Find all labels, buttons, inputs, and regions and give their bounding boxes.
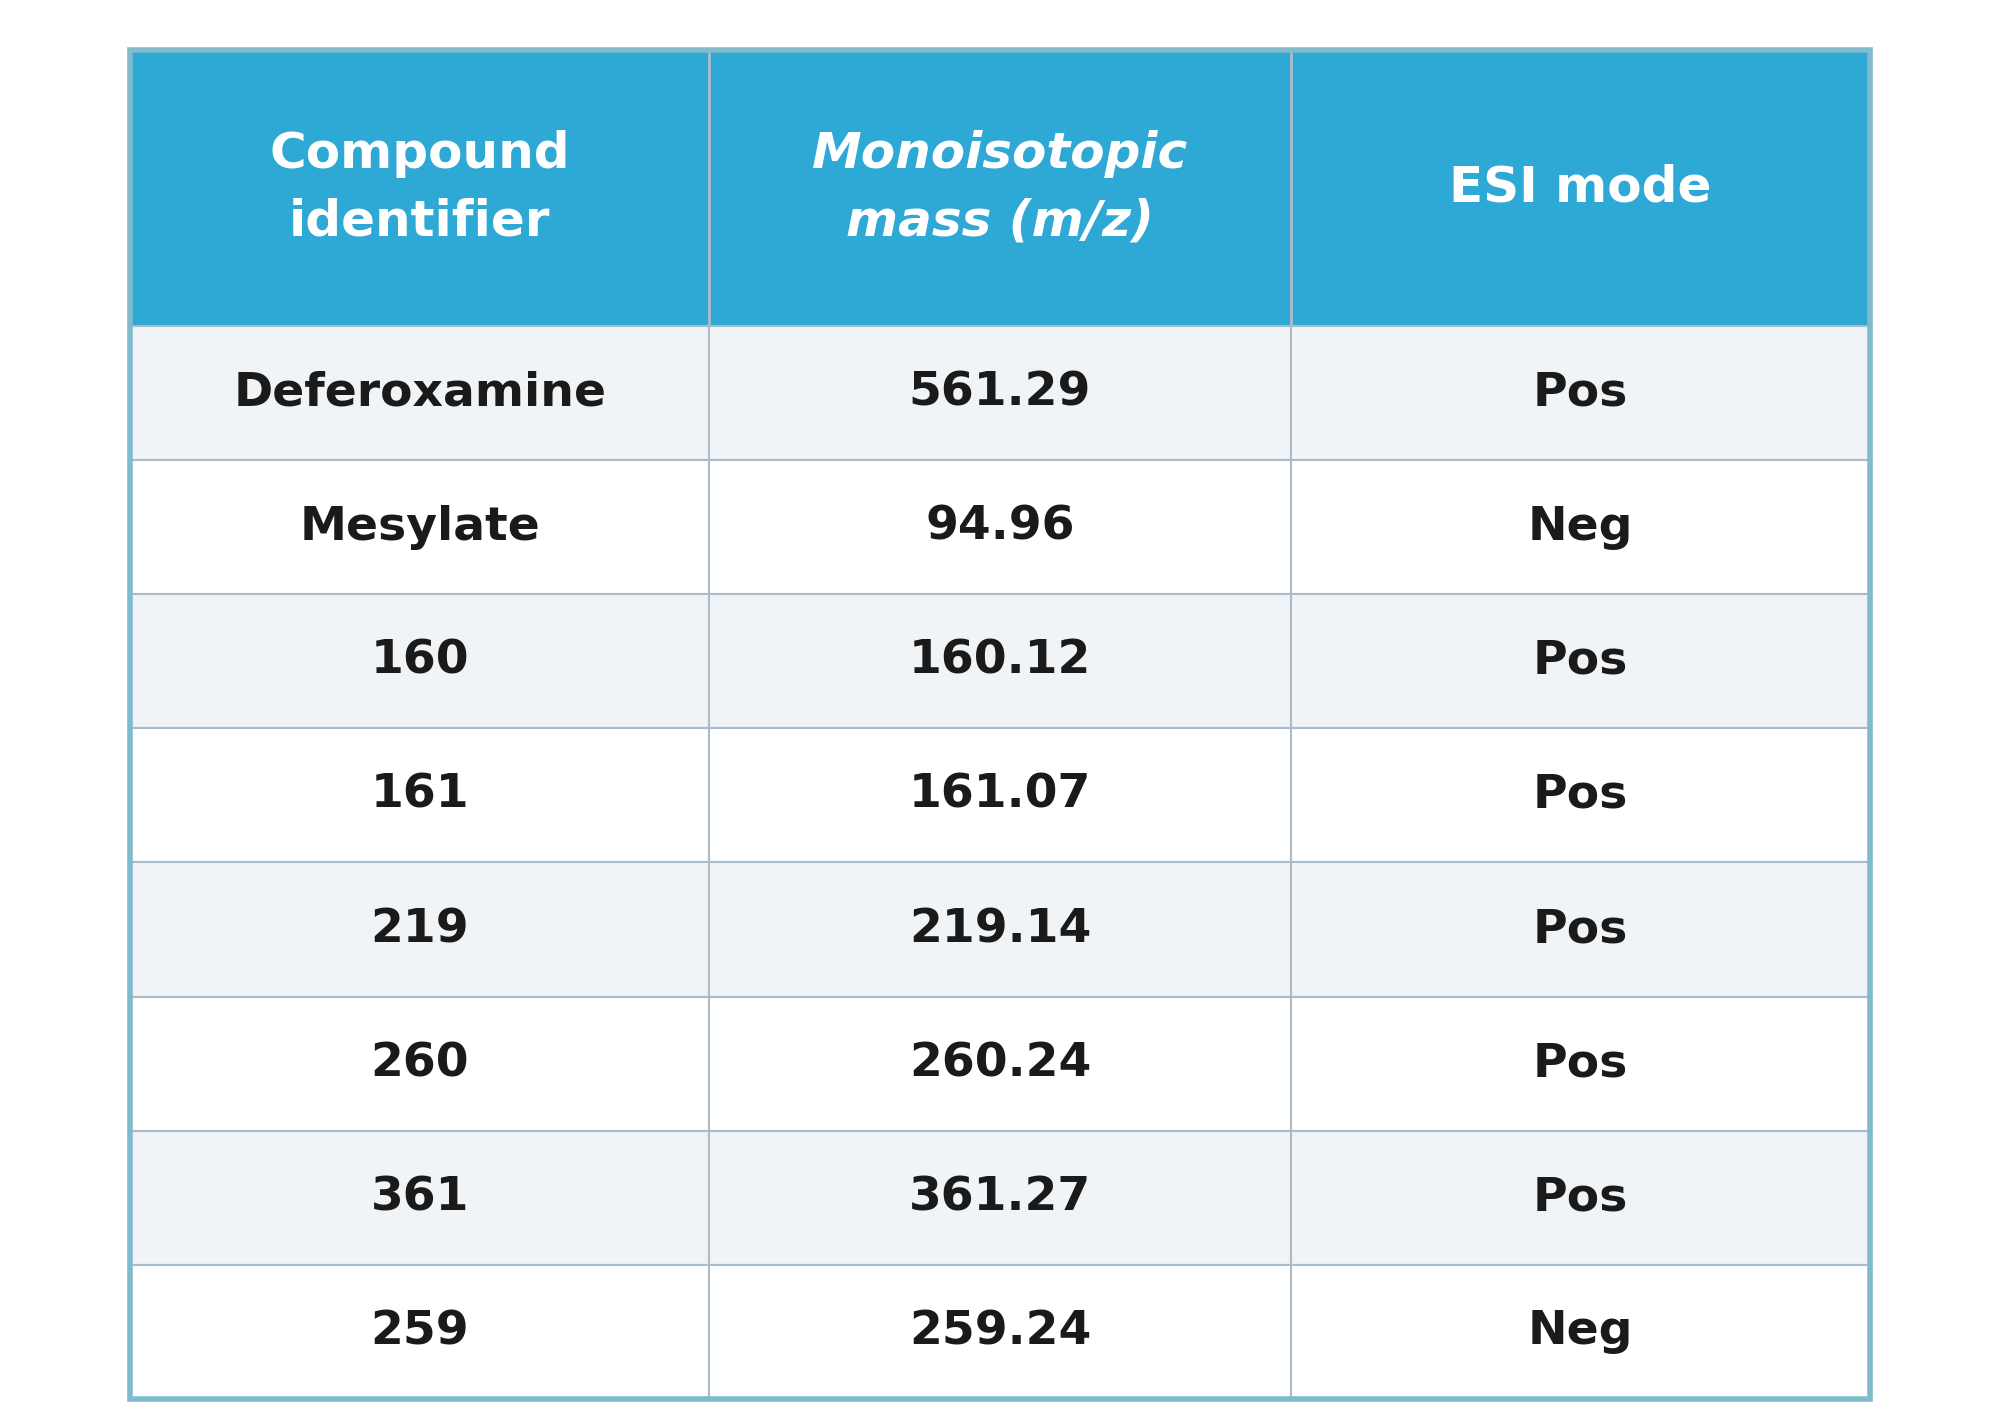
Bar: [130, 1130, 710, 1265]
Text: 259: 259: [370, 1309, 470, 1355]
Text: Pos: Pos: [1532, 1041, 1628, 1086]
Text: Mesylate: Mesylate: [300, 506, 540, 550]
Text: 219.14: 219.14: [908, 907, 1092, 951]
Bar: [130, 728, 710, 862]
Text: 161: 161: [370, 772, 470, 818]
Text: Pos: Pos: [1532, 371, 1628, 416]
Bar: [130, 460, 710, 595]
Bar: [130, 997, 710, 1130]
Bar: [130, 595, 710, 728]
Text: 219: 219: [370, 907, 470, 951]
Text: Neg: Neg: [1528, 506, 1634, 550]
Text: ESI mode: ESI mode: [1450, 163, 1712, 212]
Text: Pos: Pos: [1532, 907, 1628, 951]
Text: 259.24: 259.24: [908, 1309, 1092, 1355]
Bar: [1290, 728, 1870, 862]
Bar: [1290, 997, 1870, 1130]
Text: 260: 260: [370, 1041, 470, 1086]
Bar: [1290, 1130, 1870, 1265]
Text: Deferoxamine: Deferoxamine: [234, 371, 606, 416]
Bar: [710, 728, 1290, 862]
Text: Neg: Neg: [1528, 1309, 1634, 1355]
Bar: [710, 862, 1290, 997]
Bar: [1290, 50, 1870, 327]
Text: 160.12: 160.12: [908, 639, 1092, 684]
Text: Pos: Pos: [1532, 1176, 1628, 1220]
Text: 94.96: 94.96: [926, 506, 1074, 550]
Bar: [1290, 327, 1870, 460]
Bar: [1290, 862, 1870, 997]
Bar: [130, 327, 710, 460]
Bar: [130, 50, 710, 327]
Text: Compound
identifier: Compound identifier: [270, 131, 570, 246]
Bar: [1290, 460, 1870, 595]
Bar: [710, 1130, 1290, 1265]
Bar: [710, 327, 1290, 460]
Text: 361: 361: [370, 1176, 468, 1220]
Bar: [710, 595, 1290, 728]
Bar: [130, 50, 1870, 1399]
Text: 260.24: 260.24: [908, 1041, 1092, 1086]
Text: 361.27: 361.27: [908, 1176, 1092, 1220]
Bar: [710, 1265, 1290, 1399]
Text: 160: 160: [370, 639, 470, 684]
Text: Pos: Pos: [1532, 639, 1628, 684]
Text: 561.29: 561.29: [908, 371, 1092, 416]
Bar: [710, 997, 1290, 1130]
Bar: [130, 862, 710, 997]
Bar: [1290, 1265, 1870, 1399]
Bar: [1290, 595, 1870, 728]
Text: Pos: Pos: [1532, 772, 1628, 818]
Bar: [130, 1265, 710, 1399]
Bar: [710, 460, 1290, 595]
Bar: [710, 50, 1290, 327]
Text: Monoisotopic
mass (m/z): Monoisotopic mass (m/z): [812, 131, 1188, 246]
Text: 161.07: 161.07: [908, 772, 1092, 818]
